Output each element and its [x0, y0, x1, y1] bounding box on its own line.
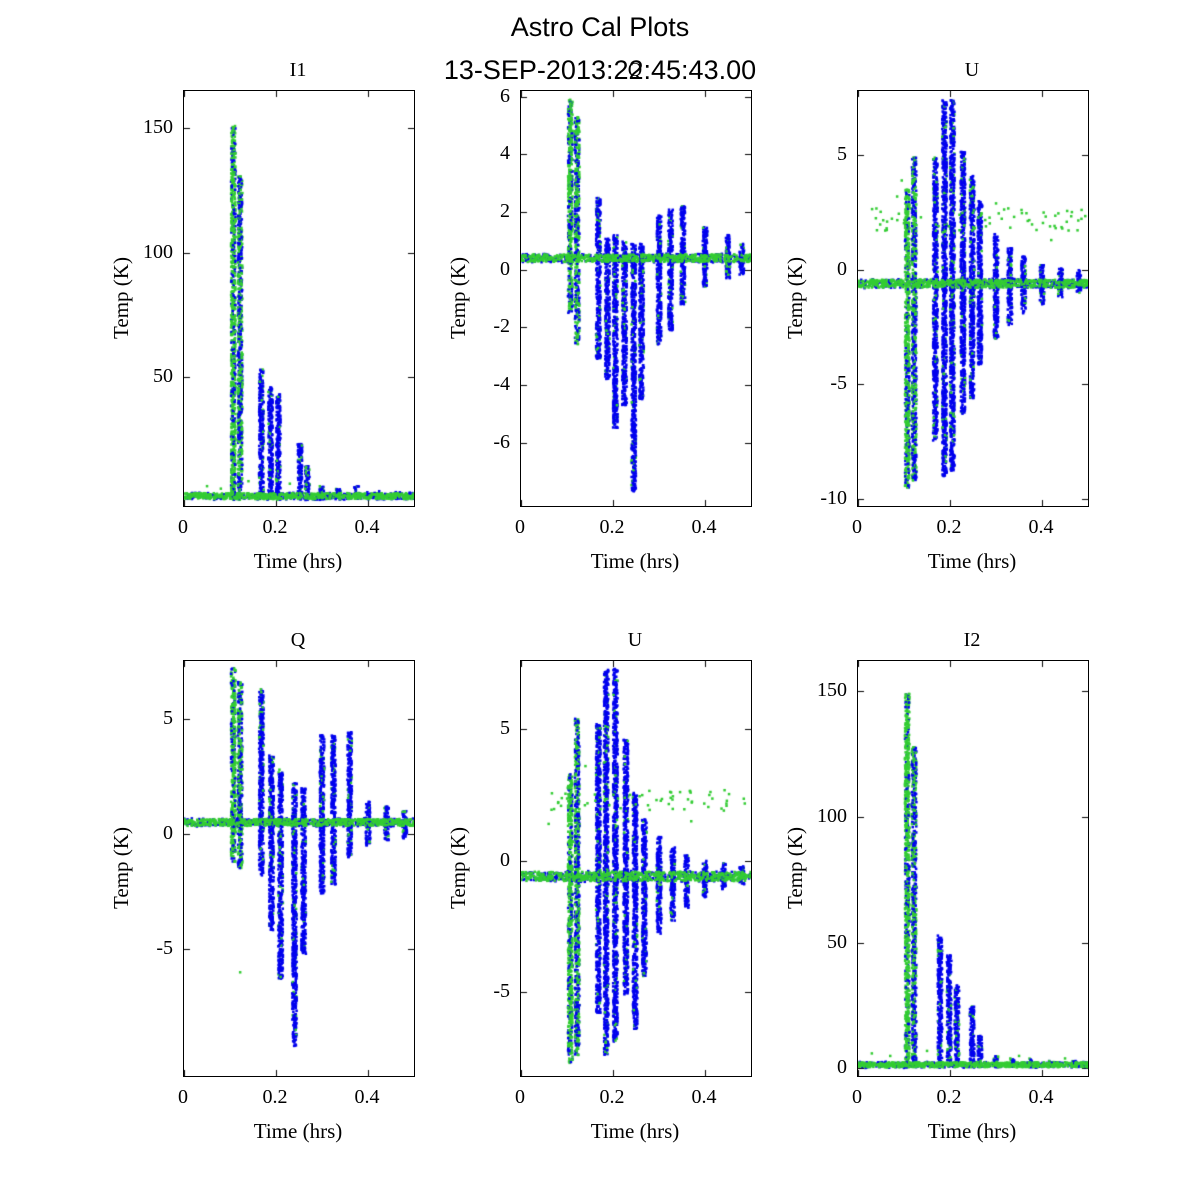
x-tick-label: 0.2: [262, 516, 288, 538]
subplot-title: I1: [289, 59, 307, 81]
subplot-6-box: [857, 660, 1089, 1077]
plot-area-i2: [858, 661, 1088, 1076]
figure-title: Astro Cal Plots: [510, 12, 690, 42]
subplot-3-box: [857, 90, 1089, 507]
x-axis-label: Time (hrs): [253, 1119, 343, 1143]
y-tick-label: 150: [143, 116, 173, 139]
subplot-4-box: [183, 660, 415, 1077]
x-tick-label: 0.2: [936, 516, 962, 538]
y-axis-label: Temp (K): [446, 826, 470, 909]
x-tick-label: 0.2: [599, 1086, 625, 1108]
x-axis-label: Time (hrs): [927, 549, 1017, 573]
subplot-2-box: [520, 90, 752, 507]
y-tick-label: 0: [837, 257, 847, 280]
figure-subtitle: 13-SEP-2013:22:45:43.00: [443, 55, 757, 85]
x-tick-label: 0: [852, 516, 862, 538]
y-axis-label: Temp (K): [109, 826, 133, 909]
y-tick-label: 5: [500, 717, 510, 740]
y-tick-label: 0: [500, 257, 510, 280]
plot-area-u: [858, 91, 1088, 506]
x-axis-label: Time (hrs): [253, 549, 343, 573]
y-tick-label: -10: [820, 487, 847, 510]
subplot-title: I2: [963, 629, 981, 651]
y-axis-label: Temp (K): [783, 826, 807, 909]
y-tick-label: 0: [837, 1056, 847, 1079]
y-tick-label: -6: [493, 430, 510, 453]
y-tick-label: 0: [500, 848, 510, 871]
x-tick-label: 0.2: [599, 516, 625, 538]
y-tick-label: -2: [493, 315, 510, 338]
y-tick-label: 100: [817, 804, 847, 827]
y-tick-label: 2: [500, 200, 510, 223]
x-tick-label: 0.4: [354, 516, 380, 538]
y-tick-label: -5: [830, 372, 847, 395]
x-tick-label: 0: [178, 516, 188, 538]
y-tick-label: 5: [837, 143, 847, 166]
y-tick-label: -5: [156, 937, 173, 960]
subplot-title: U: [964, 59, 980, 81]
subplot-5-box: [520, 660, 752, 1077]
plot-area-u: [521, 661, 751, 1076]
x-axis-label: Time (hrs): [927, 1119, 1017, 1143]
y-axis-label: Temp (K): [109, 256, 133, 339]
x-tick-label: 0: [852, 1086, 862, 1108]
y-tick-label: 4: [500, 142, 510, 165]
y-tick-label: 100: [143, 240, 173, 263]
x-axis-label: Time (hrs): [590, 1119, 680, 1143]
plot-area-i1: [184, 91, 414, 506]
x-tick-label: 0: [515, 1086, 525, 1108]
x-tick-label: 0.2: [936, 1086, 962, 1108]
x-tick-label: 0: [515, 516, 525, 538]
subplot-title: U: [627, 629, 643, 651]
y-axis-label: Temp (K): [446, 256, 470, 339]
plot-area-q: [184, 661, 414, 1076]
y-tick-label: 5: [163, 706, 173, 729]
subplot-1-box: [183, 90, 415, 507]
subplot-title: Q: [627, 59, 643, 81]
x-tick-label: 0.4: [1028, 516, 1054, 538]
subplot-title: Q: [290, 629, 306, 651]
x-axis-label: Time (hrs): [590, 549, 680, 573]
y-axis-label: Temp (K): [783, 256, 807, 339]
y-tick-label: 50: [153, 364, 173, 387]
y-tick-label: -5: [493, 979, 510, 1002]
x-tick-label: 0.2: [262, 1086, 288, 1108]
x-tick-label: 0.4: [354, 1086, 380, 1108]
y-tick-label: 50: [827, 930, 847, 953]
plot-area-q: [521, 91, 751, 506]
x-tick-label: 0.4: [1028, 1086, 1054, 1108]
y-tick-label: 0: [163, 821, 173, 844]
y-tick-label: 6: [500, 84, 510, 107]
x-tick-label: 0: [178, 1086, 188, 1108]
y-tick-label: -4: [493, 372, 510, 395]
y-tick-label: 150: [817, 679, 847, 702]
x-tick-label: 0.4: [691, 516, 717, 538]
x-tick-label: 0.4: [691, 1086, 717, 1108]
